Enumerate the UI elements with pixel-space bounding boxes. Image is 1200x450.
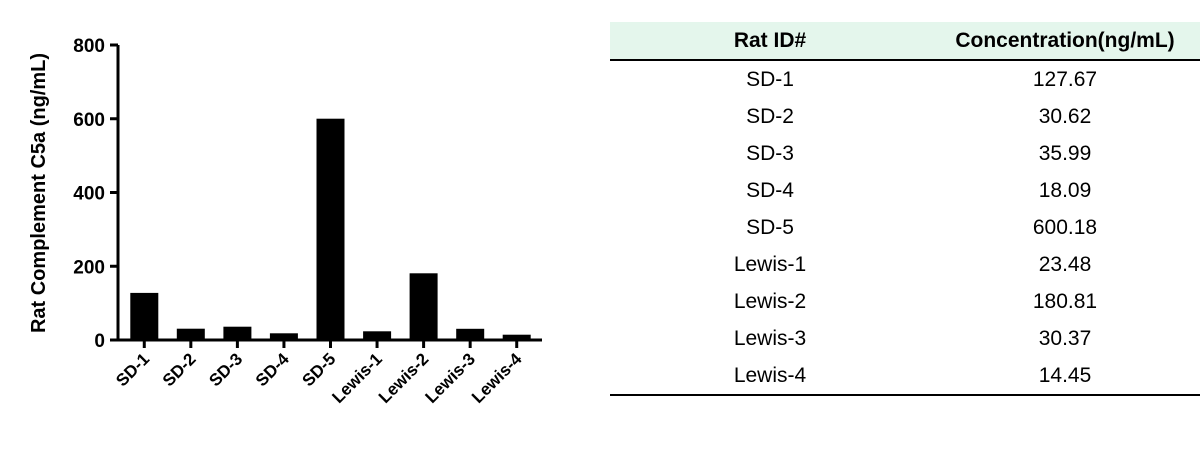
cell-rat-id: Lewis-2 [733, 289, 807, 313]
table-row: Lewis-1 23.48 [610, 246, 1200, 283]
cell-concentration: 30.62 [1038, 104, 1092, 128]
bar [223, 326, 252, 340]
cell-concentration: 14.45 [930, 357, 1200, 396]
table-row: Lewis-3 30.37 [610, 320, 1200, 357]
x-tick-label: SD-1 [112, 349, 153, 390]
y-tick-label: 800 [73, 36, 105, 57]
cell-rat-id: SD-4 [746, 178, 794, 202]
bar [502, 334, 531, 340]
table-row: SD-5 600.18 [610, 209, 1200, 246]
cell-rat-id: SD-5 [746, 215, 794, 239]
bar [409, 273, 438, 340]
table-row: SD-3 35.99 [610, 135, 1200, 172]
x-tick-label: Lewis-1 [328, 349, 386, 407]
x-tick-label: SD-3 [205, 349, 246, 390]
table-row: Lewis-2 180.81 [610, 283, 1200, 320]
bar [130, 292, 159, 340]
cell-rat-id: Lewis-3 [733, 326, 807, 350]
cell-rat-id: Lewis-4 [610, 357, 930, 396]
cell-concentration: 180.81 [1032, 289, 1098, 313]
cell-concentration: 30.37 [1038, 326, 1092, 350]
table-row: SD-4 18.09 [610, 172, 1200, 209]
x-tick-label: SD-4 [252, 349, 293, 390]
table-row: SD-2 30.62 [610, 98, 1200, 135]
x-axis: SD-1 SD-2 SD-3 SD-4 SD-5Lewis-1Lewis-2Lewis-… [112, 338, 542, 407]
table-body: SD-1 127.67 SD-2 30.62 SD-3 35.99 SD-4 18.09 SD-… [610, 60, 1200, 396]
table-header-row: Rat ID# Concentration(ng/mL) [610, 22, 1200, 61]
y-axis: 0 200 400 600 800 [73, 36, 120, 352]
cell-rat-id: SD-2 [746, 104, 794, 128]
y-tick-label: 400 [73, 184, 105, 205]
table-header: Rat ID# Concentration(ng/mL) [610, 22, 1200, 61]
concentration-table: Rat ID# Concentration(ng/mL) SD-1 127.67 S… [610, 22, 1200, 396]
table-row: Lewis-4 14.45 [610, 357, 1200, 396]
y-axis-label: Rat Complement C5a (ng/mL) [28, 53, 50, 333]
bar [269, 333, 298, 340]
x-tick-label: Lewis-2 [375, 349, 433, 407]
cell-concentration: 35.99 [1038, 141, 1092, 165]
y-tick-label: 200 [73, 257, 105, 278]
cell-concentration: 600.18 [1032, 215, 1098, 239]
cell-rat-id: SD-3 [746, 141, 794, 165]
bars-group [130, 118, 531, 340]
table-row: SD-1 127.67 [610, 60, 1200, 98]
x-tick-label: Lewis-4 [468, 349, 526, 407]
y-tick-label: 600 [73, 110, 105, 131]
cell-rat-id: SD-1 [746, 67, 794, 91]
header-rat-id: Rat ID# [610, 22, 930, 61]
cell-rat-id: Lewis-1 [733, 252, 807, 276]
x-tick-label: Lewis-3 [421, 349, 479, 407]
cell-concentration: 18.09 [1038, 178, 1092, 202]
header-concentration: Concentration(ng/mL) [930, 22, 1200, 61]
bar [363, 331, 392, 340]
cell-concentration: 23.48 [1038, 252, 1092, 276]
x-tick-label: SD-5 [299, 349, 340, 390]
y-tick-label: 0 [94, 331, 105, 352]
bar [176, 328, 205, 340]
x-tick-label: SD-2 [159, 349, 200, 390]
cell-concentration: 127.67 [1032, 67, 1098, 91]
bar [456, 328, 485, 340]
bar [316, 118, 345, 340]
